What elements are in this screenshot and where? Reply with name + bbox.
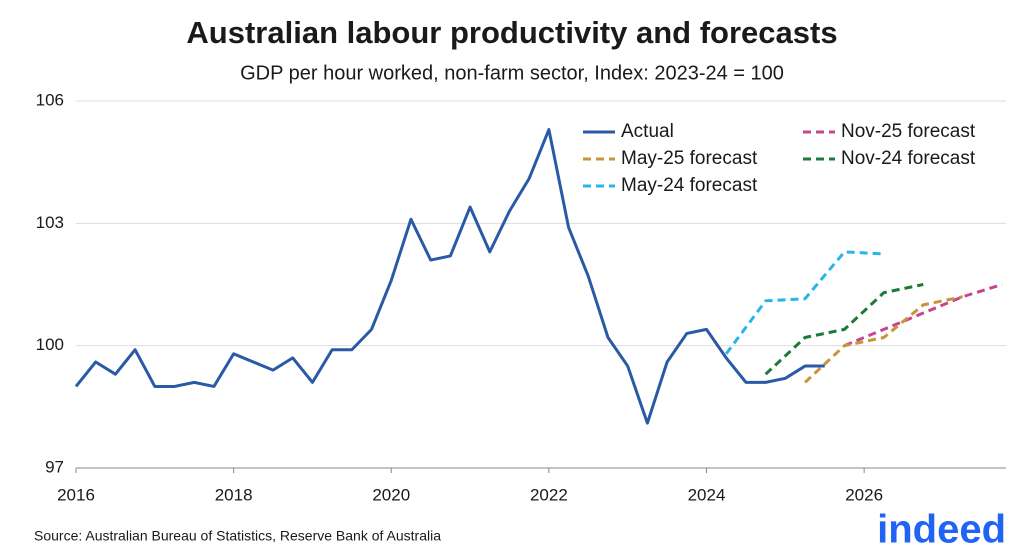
legend-label: Actual (621, 121, 674, 142)
legend-label: May-25 forecast (621, 148, 758, 169)
x-tick-label: 2016 (57, 485, 95, 504)
legend-label: May-24 forecast (621, 175, 758, 196)
x-tick-label: 2018 (215, 485, 253, 504)
series-line (764, 283, 924, 376)
x-tick-label: 2022 (530, 485, 568, 504)
y-tick-label: 106 (36, 90, 64, 109)
legend-label: Nov-25 forecast (841, 121, 976, 142)
chart-subtitle: GDP per hour worked, non-farm sector, In… (240, 62, 784, 84)
series-line (843, 283, 1003, 348)
y-tick-label: 103 (36, 213, 64, 232)
series-line (725, 250, 884, 355)
x-tick-label: 2020 (372, 485, 410, 504)
chart-title: Australian labour productivity and forec… (186, 15, 837, 50)
x-tick-label: 2024 (688, 485, 726, 504)
logo: indeed (877, 508, 1006, 552)
source-note: Source: Australian Bureau of Statistics,… (34, 528, 441, 544)
series-line (804, 295, 963, 384)
legend-label: Nov-24 forecast (841, 148, 976, 169)
series-line (74, 128, 825, 425)
x-tick-label: 2026 (845, 485, 883, 504)
y-tick-label: 100 (36, 335, 64, 354)
y-tick-label: 97 (45, 457, 64, 476)
